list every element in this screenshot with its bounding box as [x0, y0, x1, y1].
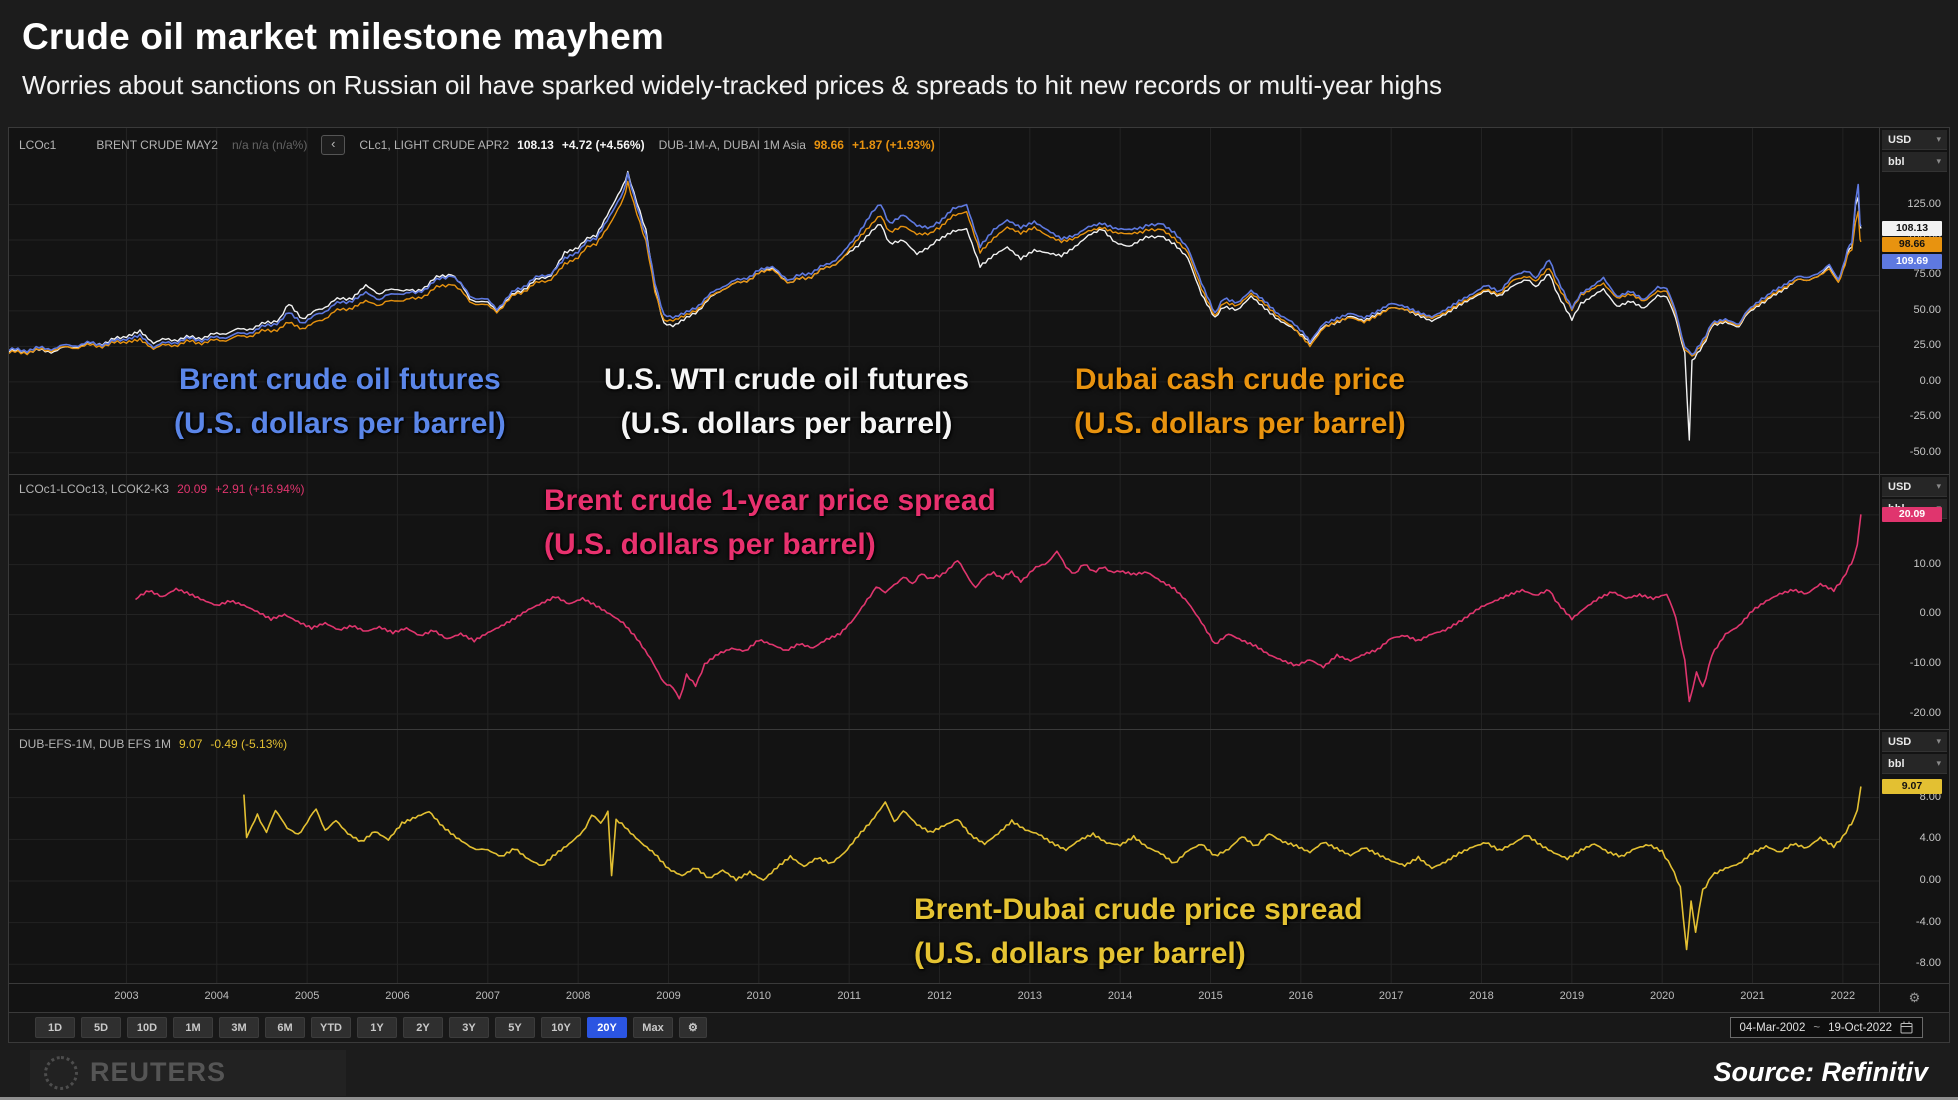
page-subtitle: Worries about sanctions on Russian oil h…	[22, 70, 1443, 100]
dubai-spread-panel: DUB-EFS-1M, DUB EFS 1M 9.07 -0.49 (-5.13…	[9, 729, 1949, 983]
range-button-5y[interactable]: 5Y	[495, 1017, 535, 1038]
range-button-2y[interactable]: 2Y	[403, 1017, 443, 1038]
gear-icon: ⚙	[1908, 990, 1921, 1005]
chevron-down-icon: ▾	[1936, 156, 1941, 166]
reuters-logo-text: REUTERS	[90, 1057, 227, 1087]
dubai-spread-change: -0.49 (-5.13%)	[210, 737, 288, 751]
timeframe-buttons: 1D 5D 10D 1M 3M 6M YTD 1Y 2Y 3Y 5Y 10Y 2…	[35, 1017, 707, 1038]
range-button-6m[interactable]: 6M	[265, 1017, 305, 1038]
range-button-3y[interactable]: 3Y	[449, 1017, 489, 1038]
brent-symbol: LCOc1	[19, 138, 57, 152]
source-credit: Source: Refinitiv	[1713, 1057, 1928, 1087]
toolbar-settings-button[interactable]: ⚙	[679, 1017, 707, 1038]
brent-spread-plot-area[interactable]: LCOc1-LCOc13, LCOK2-K3 20.09 +2.91 (+16.…	[9, 475, 1879, 729]
range-button-max[interactable]: Max	[633, 1017, 673, 1038]
price-plot-area[interactable]: LCOc1 BRENT CRUDE MAY2 n/a n/a (n/a%) ‹ …	[9, 128, 1879, 474]
range-button-20y[interactable]: 20Y	[587, 1017, 627, 1038]
brent-spread-chart-canvas[interactable]	[9, 475, 1879, 729]
brent-spread-last: 20.09	[177, 482, 208, 496]
dubai-spread-y-axis: USD ▾ bbl ▾ 8.00 4.00 0.00 -4.00 -8.00 9.07	[1879, 730, 1949, 983]
price-y-axis: USD ▾ bbl ▾ 125.00100.0075.0050.0025.000…	[1879, 128, 1949, 474]
currency-dropdown[interactable]: USD ▾	[1882, 477, 1947, 497]
date-from: 04-Mar-2002	[1739, 1021, 1806, 1034]
currency-dropdown[interactable]: USD ▾	[1882, 130, 1947, 150]
range-button-ytd[interactable]: YTD	[311, 1017, 351, 1038]
chevron-down-icon: ▾	[1936, 736, 1941, 746]
page-title: Crude oil market milestone mayhem	[22, 16, 664, 57]
price-chart-canvas[interactable]	[9, 128, 1879, 474]
range-button-3m[interactable]: 3M	[219, 1017, 259, 1038]
dubai-spread-chart-canvas[interactable]	[9, 730, 1879, 983]
chevron-down-icon: ▾	[1936, 134, 1941, 144]
chart-widget: LCOc1 BRENT CRUDE MAY2 n/a n/a (n/a%) ‹ …	[8, 127, 1950, 1043]
footer: REUTERS Source: Refinitiv	[0, 1043, 1958, 1097]
date-separator: ~	[1813, 1021, 1821, 1034]
currency-dropdown[interactable]: USD ▾	[1882, 732, 1947, 752]
range-button-10d[interactable]: 10D	[127, 1017, 167, 1038]
brent-contract: BRENT CRUDE MAY2	[96, 138, 218, 152]
reuters-logo-icon	[44, 1055, 78, 1090]
range-button-1d[interactable]: 1D	[35, 1017, 75, 1038]
timeframe-toolbar: 1D 5D 10D 1M 3M 6M YTD 1Y 2Y 3Y 5Y 10Y 2…	[9, 1012, 1949, 1042]
range-button-1y[interactable]: 1Y	[357, 1017, 397, 1038]
reuters-watermark: REUTERS	[30, 1049, 347, 1096]
date-to: 19-Oct-2022	[1828, 1021, 1892, 1034]
legend-collapse-button[interactable]: ‹	[321, 135, 346, 155]
wti-change: +4.72 (+4.56%)	[561, 138, 645, 152]
unit-dropdown[interactable]: bbl ▾	[1882, 152, 1947, 172]
dubai-change: +1.87 (+1.93%)	[851, 138, 935, 152]
brent-spread-annotation: Brent crude 1-year price spread (U.S. do…	[544, 484, 996, 561]
brent-spread-y-axis: USD ▾ bbl ▾ 20.0010.000.00-10.00-20.0020…	[1879, 475, 1949, 729]
dubai-symbol: DUB-1M-A, DUBAI 1M Asia	[658, 138, 806, 152]
brent-spread-change: +2.91 (+16.94%)	[215, 482, 305, 496]
dubai-spread-annotation: Brent-Dubai crude price spread (U.S. dol…	[914, 893, 1363, 970]
axis-settings-button[interactable]: ⚙	[1879, 984, 1949, 1012]
unit-dropdown[interactable]: bbl ▾	[1882, 754, 1947, 774]
chevron-down-icon: ▾	[1936, 758, 1941, 768]
header: Crude oil market milestone mayhem Worrie…	[0, 0, 1958, 127]
dubai-spread-plot-area[interactable]: DUB-EFS-1M, DUB EFS 1M 9.07 -0.49 (-5.13…	[9, 730, 1879, 983]
dubai-spread-symbol: DUB-EFS-1M, DUB EFS 1M	[19, 737, 172, 751]
chevron-down-icon: ▾	[1936, 481, 1941, 491]
range-button-10y[interactable]: 10Y	[541, 1017, 581, 1038]
gear-icon: ⚙	[688, 1022, 698, 1034]
brent-spread-legend: LCOc1-LCOc13, LCOK2-K3 20.09 +2.91 (+16.…	[19, 482, 305, 496]
wti-symbol: CLc1, LIGHT CRUDE APR2	[359, 138, 510, 152]
date-range-picker[interactable]: 04-Mar-2002 ~ 19-Oct-2022	[1729, 1017, 1923, 1038]
x-axis-row: 2003 2004 2005 2006 2007 2008 2009 2010 2011 2012…	[9, 983, 1949, 1012]
x-axis-years[interactable]: 2003 2004 2005 2006 2007 2008 2009 2010 2011 2012…	[114, 990, 1856, 1002]
price-panel: LCOc1 BRENT CRUDE MAY2 n/a n/a (n/a%) ‹ …	[9, 128, 1949, 474]
brent-annotation: Brent crude oil futures (U.S. dollars pe…	[174, 363, 506, 440]
calendar-icon	[1900, 1021, 1913, 1034]
range-button-5d[interactable]: 5D	[81, 1017, 121, 1038]
brent-spread-symbol: LCOc1-LCOc13, LCOK2-K3	[19, 482, 170, 496]
brent-na-values: n/a n/a (n/a%)	[231, 138, 308, 152]
brent-spread-panel: LCOc1-LCOc13, LCOK2-K3 20.09 +2.91 (+16.…	[9, 474, 1949, 729]
dubai-annotation: Dubai cash crude price (U.S. dollars per…	[1074, 363, 1406, 440]
dubai-spread-legend: DUB-EFS-1M, DUB EFS 1M 9.07 -0.49 (-5.13…	[19, 737, 287, 751]
range-button-1m[interactable]: 1M	[173, 1017, 213, 1038]
dubai-spread-last: 9.07	[179, 737, 203, 751]
dubai-last-price: 98.66	[813, 138, 844, 152]
price-panel-legend: LCOc1 BRENT CRUDE MAY2 n/a n/a (n/a%) ‹ …	[19, 135, 935, 155]
wti-annotation: U.S. WTI crude oil futures (U.S. dollars…	[604, 363, 970, 440]
wti-last-price: 108.13	[517, 138, 554, 152]
